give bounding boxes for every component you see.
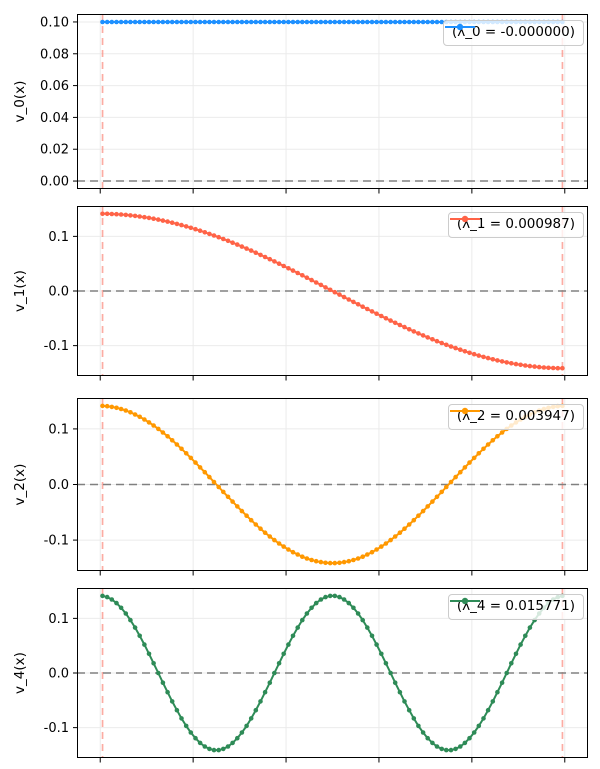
legend-marker-icon <box>449 597 480 605</box>
legend-marker-icon <box>449 215 480 223</box>
axes-spines <box>77 206 588 376</box>
legend-v_1: (λ_1 = 0.000987) <box>447 212 584 238</box>
y-tick-label: 0.0 <box>48 667 69 682</box>
legend-v_0: (λ_0 = -0.000000) <box>442 20 584 46</box>
legend-v_2: (λ_2 = 0.003947) <box>447 404 584 430</box>
y-tick-label: -0.1 <box>44 534 69 549</box>
y-tick-label: 0.10 <box>40 15 69 30</box>
axes-spines <box>77 588 588 758</box>
axes-spines <box>77 14 588 189</box>
series-line-v_1 <box>102 212 563 370</box>
y-tick-label: 0.0 <box>48 285 69 300</box>
y-tick-label: -0.1 <box>44 721 69 736</box>
y-tick-label: 0.06 <box>40 79 69 94</box>
y-axis-label: v_4(x) <box>12 652 28 694</box>
legend-marker-icon <box>444 23 475 31</box>
y-tick-label: -0.1 <box>44 339 69 354</box>
y-tick-label: 0.08 <box>40 47 69 62</box>
y-tick-label: 0.0 <box>48 478 69 493</box>
y-tick-label: 0.1 <box>48 230 69 245</box>
series-markers-v_1 <box>100 211 565 371</box>
y-axis-label: v_2(x) <box>12 464 28 506</box>
y-tick-label: 0.04 <box>40 111 69 126</box>
series-markers-v_4 <box>100 593 565 753</box>
legend-marker-icon <box>449 407 480 415</box>
series-markers-v_2 <box>100 403 565 566</box>
legend-v_4: (λ_4 = 0.015771) <box>447 594 584 620</box>
subplot-v_2: -0.1 0.0 0.1 v_2(x) <box>12 398 588 576</box>
legend-label: (λ_0 = -0.000000) <box>451 24 575 40</box>
y-tick-label: 0.02 <box>40 143 69 158</box>
y-axis-label: v_1(x) <box>12 270 28 312</box>
legend-label: (λ_4 = 0.015771) <box>456 598 575 614</box>
subplot-v_4: -0.1 0.0 0.1 v_4(x) <box>12 588 588 763</box>
y-axis-label: v_0(x) <box>12 81 28 123</box>
y-tick-label: 0.00 <box>40 175 69 190</box>
axes-spines <box>77 398 588 571</box>
legend-label: (λ_2 = 0.003947) <box>456 408 575 424</box>
y-tick-label: 0.1 <box>48 422 69 437</box>
y-tick-label: 0.1 <box>48 612 69 627</box>
legend-label: (λ_1 = 0.000987) <box>456 216 575 232</box>
